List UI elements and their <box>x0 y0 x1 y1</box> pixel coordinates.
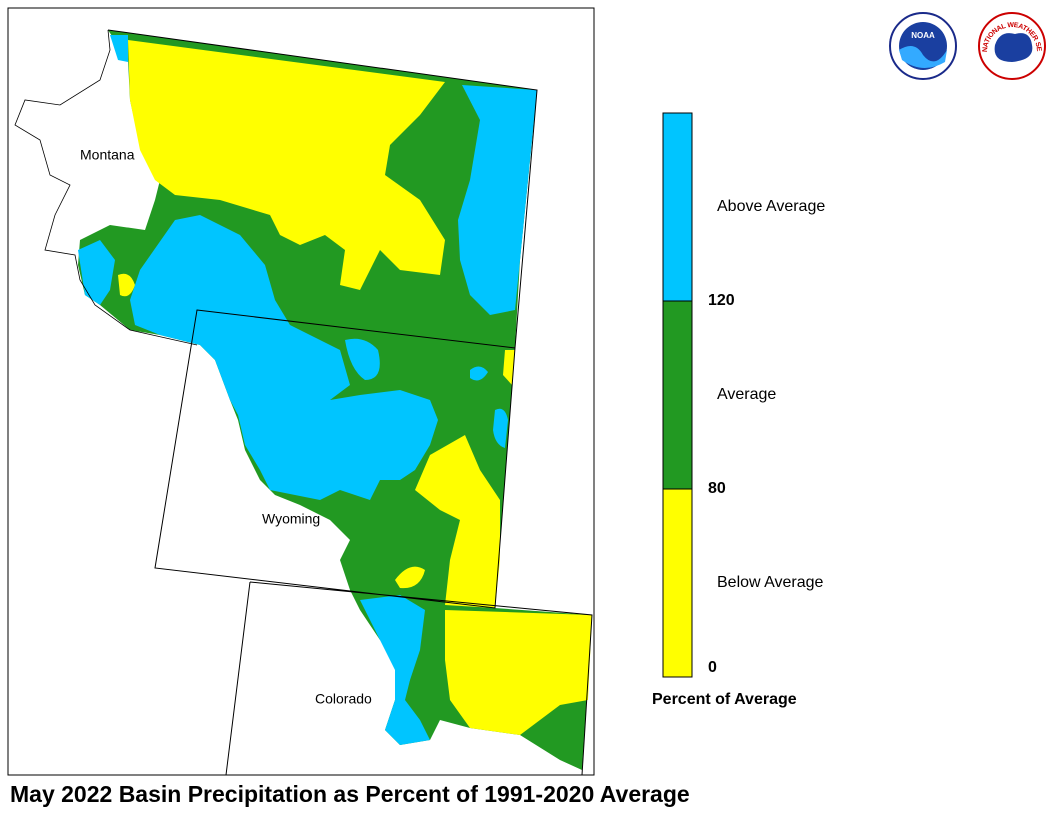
legend-break: 0 <box>708 659 717 676</box>
legend-label: Above Average <box>717 198 825 215</box>
legend-swatch <box>662 112 693 302</box>
below-average-area <box>445 610 592 735</box>
legend-swatch <box>662 300 693 490</box>
legend: Percent of Average Above Average Average B… <box>652 112 825 708</box>
state-label: Colorado <box>315 691 372 707</box>
nws-logo <box>994 33 1033 62</box>
below-average-area <box>415 435 500 608</box>
above-average-area <box>360 595 430 745</box>
state-borders <box>14 29 198 346</box>
noaa-logo <box>899 46 947 69</box>
main-title: May 2022 Basin Precipitation as Percent … <box>10 781 690 807</box>
state-label: Montana <box>80 147 135 163</box>
legend-label: Average <box>717 386 776 403</box>
legend-swatch <box>662 488 693 678</box>
above-average-area <box>130 215 438 500</box>
legend-break: 120 <box>708 292 735 309</box>
legend-label: Below Average <box>717 574 824 591</box>
basin-map: Montana Wyoming Colorado <box>14 29 593 776</box>
state-borders <box>107 29 593 776</box>
legend-break: 80 <box>708 480 726 497</box>
state-label: Wyoming <box>262 511 320 527</box>
below-average-area <box>128 40 445 290</box>
above-average-area <box>458 85 537 315</box>
noaa-label: NOAA <box>911 31 935 40</box>
above-average-area <box>78 240 115 305</box>
legend-title: Percent of Average <box>652 691 797 708</box>
